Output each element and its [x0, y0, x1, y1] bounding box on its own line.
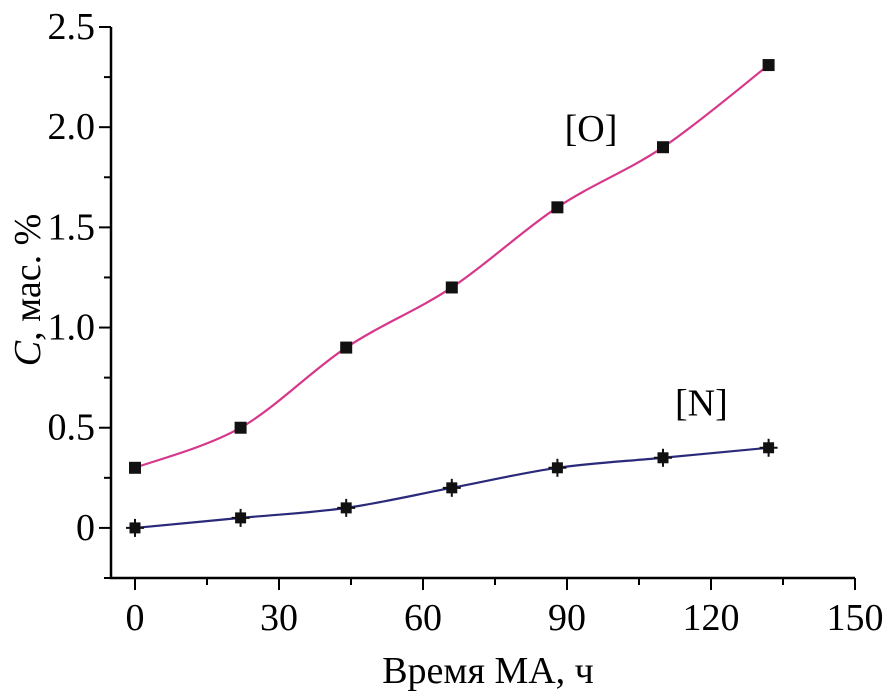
x-tick-label: 90: [548, 597, 586, 639]
square-marker: [551, 201, 564, 214]
data-point: [340, 341, 353, 354]
data-markers: [126, 59, 778, 537]
data-point: [445, 281, 458, 294]
data-point: [231, 508, 250, 527]
x-tick-label: 0: [126, 597, 145, 639]
series-label: [N]: [675, 383, 728, 425]
data-point: [759, 438, 778, 457]
square-marker: [445, 281, 458, 294]
x-tick-label: 150: [827, 597, 883, 639]
square-marker: [129, 461, 141, 474]
data-point: [126, 518, 144, 537]
fit-curve-o: [134, 64, 770, 469]
y-tick-label: 2.5: [48, 6, 96, 48]
data-point: [129, 461, 141, 474]
x-tick-label: 60: [404, 597, 442, 639]
y-tick-label: 1.5: [48, 206, 96, 248]
x-tick-label: 30: [260, 597, 298, 639]
y-axis-title-units: , мас. %: [7, 214, 49, 341]
y-tick-label: 2.0: [48, 106, 96, 148]
x-axis-title: Время МА, ч: [382, 650, 594, 692]
square-marker: [657, 141, 669, 154]
y-axis-title: C, мас. %: [7, 214, 49, 367]
data-point: [654, 448, 672, 467]
y-tick-label: 0: [76, 507, 95, 549]
axis-lines: [109, 27, 855, 580]
square-marker: [762, 59, 775, 72]
tick-marks: [99, 26, 856, 590]
series-labels: [O] [N]: [565, 108, 728, 424]
x-tick-label: 120: [683, 597, 740, 639]
square-marker: [234, 421, 247, 434]
fit-curves: [134, 64, 770, 530]
y-tick-label: 0.5: [48, 407, 96, 449]
data-point: [234, 421, 247, 434]
tick-labels: 0 30 60 90 120 150 0 0.5 1.0 1.5 2.0 2.5: [48, 6, 883, 639]
square-marker: [340, 341, 353, 354]
axes: [109, 27, 855, 580]
data-point: [762, 59, 775, 72]
y-tick-label: 1.0: [48, 307, 96, 349]
data-point: [337, 498, 356, 517]
y-axis-title-symbol: C: [7, 340, 49, 366]
data-point: [442, 478, 461, 497]
data-point: [551, 201, 564, 214]
data-point: [548, 458, 567, 477]
series-label: [O]: [565, 108, 618, 150]
data-point: [657, 141, 669, 154]
